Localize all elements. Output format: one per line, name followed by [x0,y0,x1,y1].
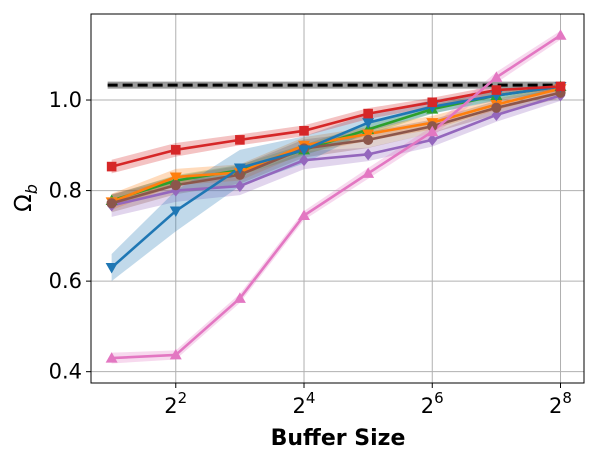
series-5-point [491,85,502,95]
series-6-point [490,71,503,82]
series-3-point [170,180,181,191]
series-3-point [106,198,117,209]
x-axis-ticks: 22 24 26 28 [164,383,572,418]
series-6-point [362,167,375,178]
x-tick-exponent: 6 [434,389,444,407]
series-5-point [555,81,566,92]
x-tick-base: 2 [293,394,306,418]
series-2-line [111,87,561,204]
x-tick-label: 28 [549,389,572,418]
y-tick-label: 0.6 [49,269,82,293]
y-tick-label: 0.4 [49,360,82,384]
series-6-point [426,125,439,137]
series-6-point [105,352,118,363]
series-0-line [111,94,561,207]
x-tick-exponent: 4 [306,389,316,407]
series-lines [110,34,562,360]
series-4-point [169,206,182,217]
series-5-point [427,97,438,108]
x-axis-label: Buffer Size [271,426,406,451]
series-5-point [170,145,181,155]
series-5-point [106,161,117,172]
y-axis-label-main: Ω [11,194,37,212]
series-5-point [235,135,245,145]
x-tick-label: 22 [164,389,187,418]
series-6-point [233,292,246,303]
series-4-point [298,145,311,156]
series-6-point [169,348,182,360]
x-tick-base: 2 [421,394,434,418]
x-tick-base: 2 [549,394,562,418]
series-3-point [234,169,245,180]
series-5-point [363,108,373,119]
series-2-point [169,172,182,183]
series-0-band [111,90,561,217]
series-3-point [363,134,374,145]
x-tick-label: 24 [293,389,316,418]
series-3-line [111,91,561,205]
series-4-point [233,163,246,174]
series-0-point [363,148,373,161]
x-tick-exponent: 8 [562,389,572,407]
y-axis-label-subscript: b [22,184,41,194]
y-tick-label: 1.0 [49,88,82,112]
series-6-point [298,209,311,220]
x-tick-label: 26 [421,389,444,418]
x-tick-exponent: 2 [178,389,188,407]
series-0-point [299,154,309,167]
series-4-point [362,118,375,129]
series-0-point [427,133,438,146]
plot-frame [90,13,585,384]
series-5-line [111,85,561,168]
series-0-point [235,180,245,193]
x-tick-base: 2 [164,394,177,418]
series-4-line [110,85,561,269]
y-axis-ticks: 0.4 0.6 0.8 1.0 [49,88,91,384]
series-5-point [299,126,309,136]
series-markers [105,29,567,363]
series-6-line [111,34,562,360]
series-2-point [362,129,375,140]
series-3-point [491,102,502,113]
y-tick-label: 0.8 [49,179,82,203]
y-axis-label: Ωb [11,184,41,212]
series-4-point [105,263,118,274]
series-6-point [554,29,567,40]
series-6-band [111,30,561,364]
